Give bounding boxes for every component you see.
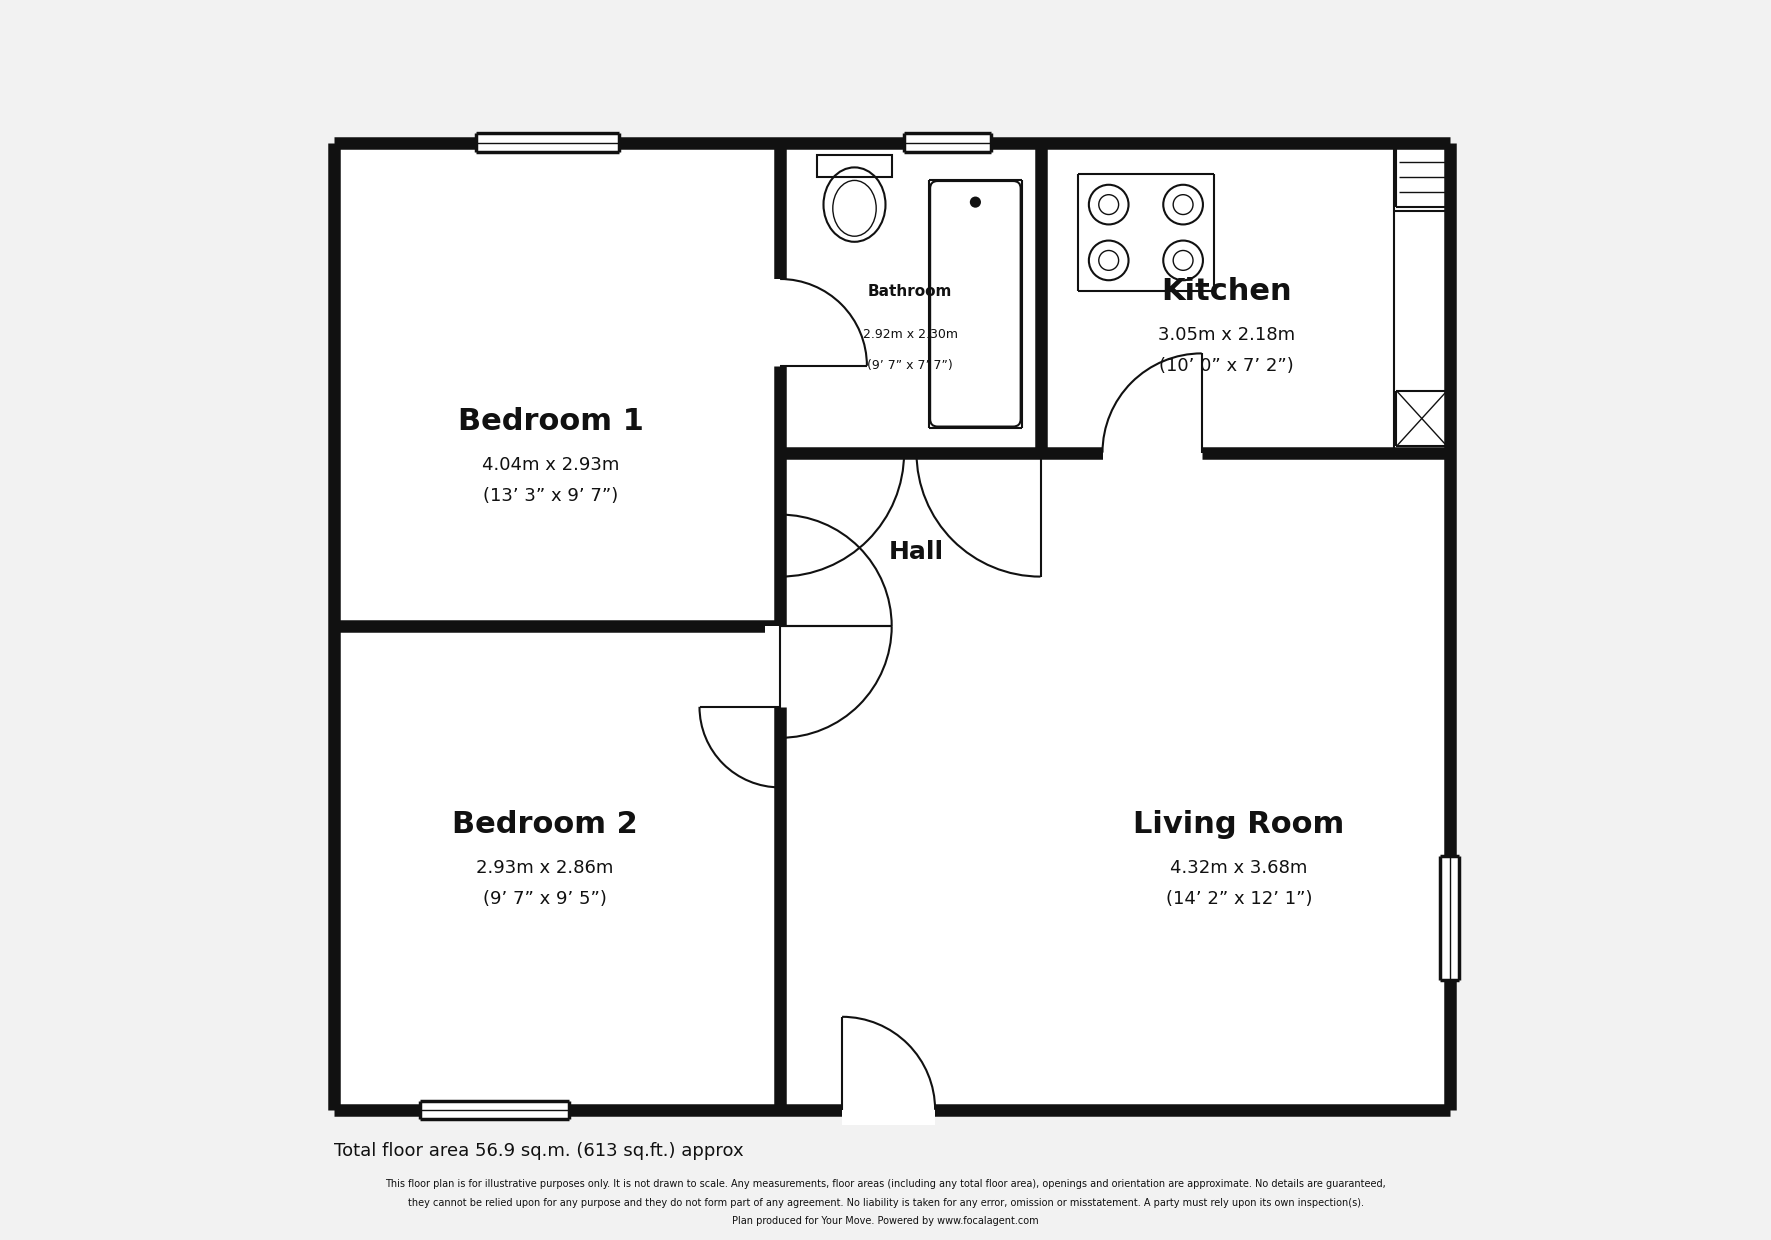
Text: Total floor area 56.9 sq.m. (613 sq.ft.) approx: Total floor area 56.9 sq.m. (613 sq.ft.)…	[333, 1142, 744, 1159]
Bar	[905, 131, 992, 154]
Bar	[816, 155, 893, 177]
Bar	[476, 131, 618, 154]
Text: 3.05m x 2.18m: 3.05m x 2.18m	[1158, 326, 1295, 343]
Text: (9’ 7” x 9’ 5”): (9’ 7” x 9’ 5”)	[482, 890, 606, 908]
Text: Bedroom 2: Bedroom 2	[452, 810, 638, 839]
Circle shape	[971, 196, 981, 207]
Text: Bathroom: Bathroom	[868, 284, 953, 299]
Text: (9’ 7” x 7’ 7”): (9’ 7” x 7’ 7”)	[868, 360, 953, 372]
Text: (14’ 2” x 12’ 1”): (14’ 2” x 12’ 1”)	[1165, 890, 1312, 908]
Text: Kitchen: Kitchen	[1162, 277, 1291, 306]
Bar	[1103, 438, 1203, 467]
Text: (13’ 3” x 9’ 7”): (13’ 3” x 9’ 7”)	[483, 487, 618, 505]
Bar	[420, 1099, 568, 1121]
Text: 2.93m x 2.86m: 2.93m x 2.86m	[476, 859, 613, 877]
Bar	[765, 279, 795, 366]
Text: 4.04m x 2.93m: 4.04m x 2.93m	[482, 456, 620, 474]
Text: Living Room: Living Room	[1133, 810, 1344, 839]
Bar	[765, 626, 795, 707]
Text: 2.92m x 2.30m: 2.92m x 2.30m	[862, 329, 958, 341]
Text: This floor plan is for illustrative purposes only. It is not drawn to scale. Any: This floor plan is for illustrative purp…	[384, 1179, 1387, 1189]
Text: (10’ 0” x 7’ 2”): (10’ 0” x 7’ 2”)	[1160, 357, 1295, 374]
Text: they cannot be relied upon for any purpose and they do not form part of any agre: they cannot be relied upon for any purpo…	[407, 1198, 1364, 1208]
Text: Hall: Hall	[889, 539, 944, 564]
Text: 4.32m x 3.68m: 4.32m x 3.68m	[1171, 859, 1307, 877]
FancyBboxPatch shape	[930, 181, 1020, 427]
Text: Plan produced for Your Move. Powered by www.focalagent.com: Plan produced for Your Move. Powered by …	[731, 1216, 1040, 1226]
Text: Bedroom 1: Bedroom 1	[457, 407, 643, 436]
Bar	[841, 1095, 935, 1125]
Bar	[1438, 856, 1461, 980]
Bar	[333, 143, 1450, 1110]
